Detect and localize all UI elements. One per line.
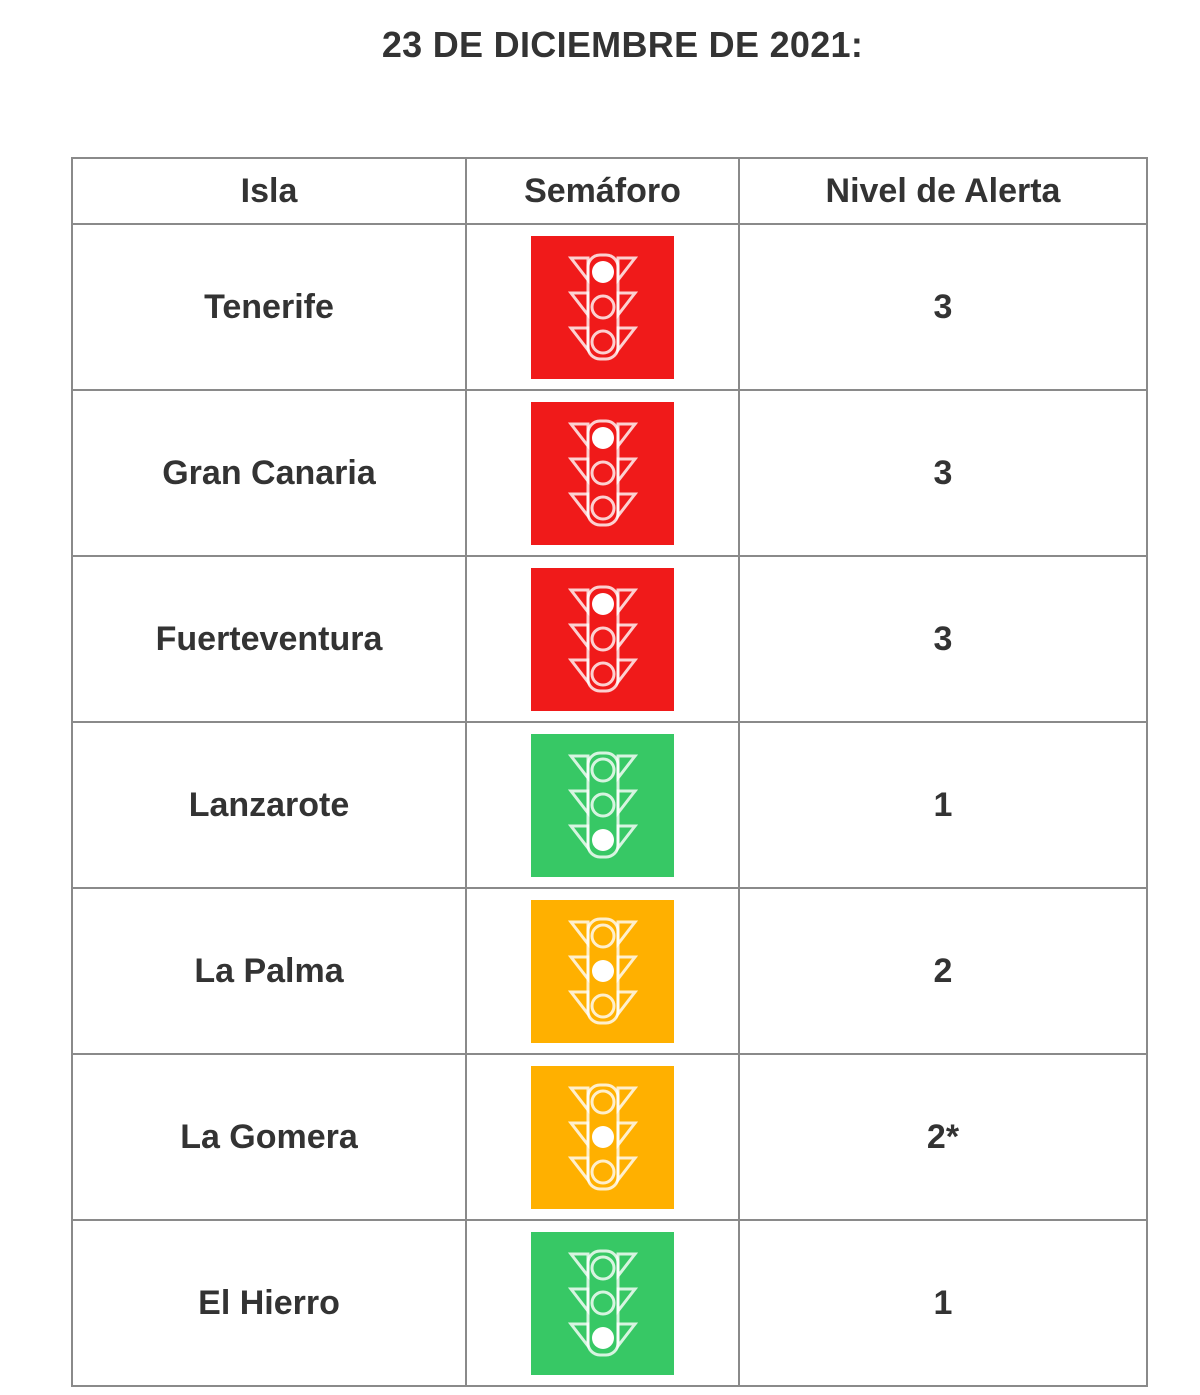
semaforo-cell	[465, 555, 740, 723]
header-isla: Isla	[71, 157, 467, 225]
isla-cell: Fuerteventura	[71, 555, 467, 723]
traffic-light-icon	[567, 1249, 638, 1357]
table-row: Gran Canaria 3	[71, 389, 1148, 557]
table-row: La Gomera 2*	[71, 1053, 1148, 1221]
semaforo-cell	[465, 223, 740, 391]
header-nivel: Nivel de Alerta	[738, 157, 1148, 225]
nivel-cell: 2	[738, 887, 1148, 1055]
traffic-light-icon	[567, 253, 638, 361]
isla-cell: El Hierro	[71, 1219, 467, 1387]
traffic-light-badge	[531, 733, 674, 877]
table-row: Fuerteventura 3	[71, 555, 1148, 723]
traffic-light-icon	[567, 419, 638, 527]
page-title: 23 DE DICIEMBRE DE 2021:	[381, 24, 864, 65]
nivel-cell: 3	[738, 555, 1148, 723]
traffic-light-badge	[531, 899, 674, 1043]
traffic-light-badge	[531, 567, 674, 711]
traffic-light-icon	[567, 1083, 638, 1191]
traffic-light-icon	[567, 917, 638, 1025]
isla-cell: Gran Canaria	[71, 389, 467, 557]
alert-table: Isla Semáforo Nivel de Alerta Tenerife 3…	[71, 157, 1148, 1387]
nivel-cell: 1	[738, 721, 1148, 889]
traffic-light-icon	[567, 751, 638, 859]
table-row: El Hierro 1	[71, 1219, 1148, 1387]
traffic-light-badge	[531, 1231, 674, 1375]
semaforo-cell	[465, 389, 740, 557]
isla-cell: Tenerife	[71, 223, 467, 391]
table-row: La Palma 2	[71, 887, 1148, 1055]
table-header-row: Isla Semáforo Nivel de Alerta	[71, 157, 1148, 225]
traffic-light-badge	[531, 1065, 674, 1209]
traffic-light-badge	[531, 401, 674, 545]
traffic-light-badge	[531, 235, 674, 379]
semaforo-cell	[465, 1219, 740, 1387]
isla-cell: La Gomera	[71, 1053, 467, 1221]
semaforo-cell	[465, 1053, 740, 1221]
semaforo-cell	[465, 721, 740, 889]
traffic-light-icon	[567, 585, 638, 693]
isla-cell: La Palma	[71, 887, 467, 1055]
nivel-cell: 2*	[738, 1053, 1148, 1221]
header-semaforo: Semáforo	[465, 157, 740, 225]
nivel-cell: 3	[738, 389, 1148, 557]
table-row: Tenerife 3	[71, 223, 1148, 391]
nivel-cell: 1	[738, 1219, 1148, 1387]
nivel-cell: 3	[738, 223, 1148, 391]
semaforo-cell	[465, 887, 740, 1055]
table-row: Lanzarote 1	[71, 721, 1148, 889]
isla-cell: Lanzarote	[71, 721, 467, 889]
